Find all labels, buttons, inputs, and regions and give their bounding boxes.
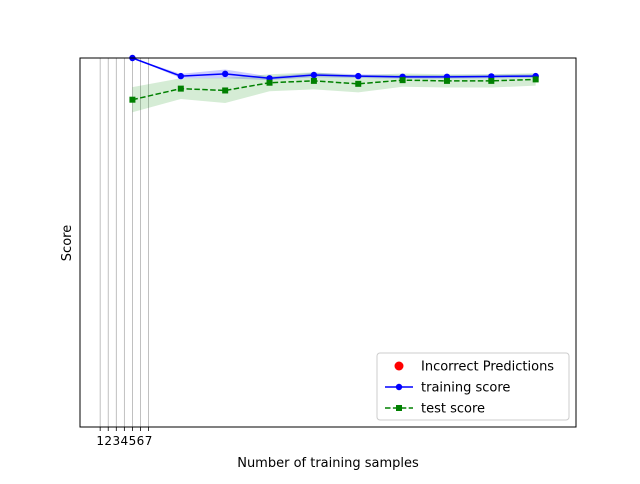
legend-entry-incorrect-predictions-label: Incorrect Predictions <box>421 360 554 375</box>
training-score-point-2 <box>221 70 229 78</box>
line-test-score <box>132 78 536 101</box>
x-tick-label-3: 3 <box>112 434 120 448</box>
test-score-point-3 <box>266 79 273 86</box>
x-tick-label-4: 4 <box>121 434 129 448</box>
test-score-point-7 <box>443 77 450 84</box>
test-score-point-5 <box>355 80 362 87</box>
series-markers <box>129 54 539 103</box>
series-lines <box>132 57 536 101</box>
line-training-score <box>132 57 536 80</box>
training-score-point-1 <box>177 72 185 80</box>
test-score-point-4 <box>310 77 317 84</box>
plot-area-frame <box>79 57 577 428</box>
training-score-point-5 <box>355 72 362 80</box>
grid <box>99 58 149 427</box>
legend: Incorrect Predictions training score test … <box>376 352 570 421</box>
test-score-point-2 <box>222 87 229 94</box>
x-tick-label-6: 6 <box>137 434 145 448</box>
y-axis-label: Score <box>60 225 75 261</box>
test-score-point-8 <box>488 77 495 84</box>
legend-entry-test-score-marker <box>396 405 402 411</box>
x-tick-label-2: 2 <box>104 434 112 448</box>
legend-entry-incorrect-predictions-marker <box>394 361 404 371</box>
legend-entry-test-score-label: test score <box>421 402 485 417</box>
training-score-point-4 <box>310 71 318 79</box>
x-tick-label-7: 7 <box>145 434 153 448</box>
legend-entry-training-score-marker <box>395 383 403 391</box>
band-test-score <box>132 72 536 113</box>
legend-frame <box>376 352 570 421</box>
test-score-point-1 <box>177 85 184 92</box>
x-tick-label-1: 1 <box>96 434 104 448</box>
test-score-point-6 <box>399 77 406 84</box>
legend-entry-training-score-label: training score <box>421 381 510 396</box>
test-score-point-0 <box>129 96 136 103</box>
x-tick-label-5: 5 <box>129 434 137 448</box>
test-score-point-9 <box>532 76 539 83</box>
x-axis-label: Number of training samples <box>237 456 419 471</box>
